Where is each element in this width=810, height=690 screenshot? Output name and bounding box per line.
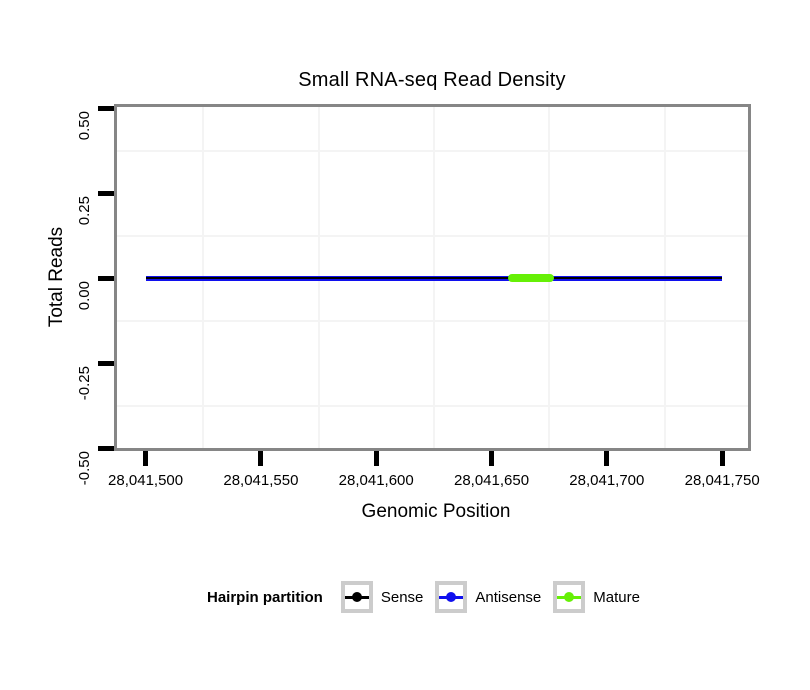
y-axis-tick-label: 0.25: [76, 196, 93, 226]
y-axis-tick-label: -0.50: [76, 451, 93, 486]
minor-gridline-horizontal: [117, 149, 748, 152]
legend: Hairpin partition Sense Antisense Mature: [207, 581, 652, 613]
legend-item-label: Mature: [593, 588, 640, 606]
y-axis-tick: [98, 275, 114, 281]
y-axis-title: Total Reads: [46, 226, 67, 328]
legend-key-dot: [564, 592, 575, 602]
legend-key-dot: [446, 592, 457, 602]
x-axis-tick: [258, 451, 264, 466]
y-axis-tick: [98, 190, 114, 196]
x-axis-tick-label: 28,041,500: [108, 472, 184, 489]
x-axis-tick-label: 28,041,550: [223, 472, 299, 489]
minor-gridline-horizontal: [117, 404, 748, 407]
chart-title: Small RNA-seq Read Density: [298, 69, 566, 91]
y-axis-tick-label: 0.00: [76, 281, 93, 311]
x-axis-tick: [143, 451, 149, 466]
x-axis-tick-label: 28,041,650: [453, 472, 530, 489]
x-axis-tick: [604, 451, 610, 466]
x-axis-tick: [489, 451, 495, 466]
y-axis-tick: [98, 445, 114, 451]
y-axis-tick-label: 0.50: [76, 111, 93, 141]
x-axis-tick-label: 28,041,600: [338, 472, 414, 489]
legend-title: Hairpin partition: [207, 588, 323, 606]
y-axis-tick-label: -0.25: [76, 366, 93, 401]
minor-gridline-horizontal: [117, 319, 748, 322]
y-axis-tick: [98, 360, 114, 366]
legend-key-dot: [351, 592, 362, 602]
legend-key-antisense: [435, 581, 468, 613]
series-sense-line: [145, 276, 723, 280]
x-axis-title: Genomic Position: [361, 501, 511, 522]
minor-gridline-horizontal: [117, 234, 748, 237]
legend-key-mature: [553, 581, 586, 613]
x-axis-tick-label: 28,041,700: [569, 472, 645, 489]
x-axis-tick: [373, 451, 379, 466]
legend-item-label: Antisense: [475, 588, 542, 606]
series-mature-line: [507, 274, 554, 282]
plot-panel: [114, 104, 751, 451]
plot-area: [117, 107, 748, 448]
legend-item-label: Sense: [380, 588, 424, 606]
legend-key-sense: [340, 581, 373, 613]
y-axis-tick: [98, 105, 114, 111]
x-axis-tick-label: 28,041,750: [684, 472, 760, 489]
legend-items: Sense Antisense Mature: [340, 581, 652, 613]
x-axis-tick: [719, 451, 725, 466]
